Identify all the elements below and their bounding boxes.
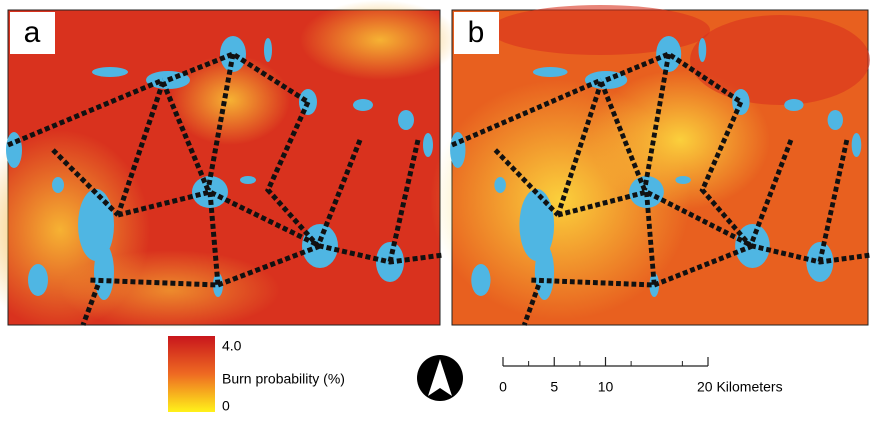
scale-tick-label: 10: [598, 379, 614, 395]
legend-min: 0: [222, 398, 230, 414]
north-arrow: [417, 355, 463, 401]
panel-label: a: [24, 16, 41, 49]
scale-tick-label: 5: [550, 379, 558, 395]
legend: 4.0 Burn probability (%) 0: [168, 336, 345, 414]
map-panel-b: b: [430, 5, 871, 325]
legend-max: 4.0: [222, 338, 242, 354]
scale-bar: 0 5 10 20 Kilometers: [499, 357, 782, 395]
color-bar: [168, 336, 215, 412]
figure: a b 4.0 Burn probability (%) 0 0 5 10 20 Ki…: [0, 0, 876, 417]
panel-label: b: [468, 16, 485, 49]
legend-title: Burn probability (%): [222, 371, 345, 387]
scale-tick-label: 0: [499, 379, 507, 395]
scale-tick-label: 20 Kilometers: [697, 379, 783, 395]
map-panel-a: a: [0, 0, 460, 330]
